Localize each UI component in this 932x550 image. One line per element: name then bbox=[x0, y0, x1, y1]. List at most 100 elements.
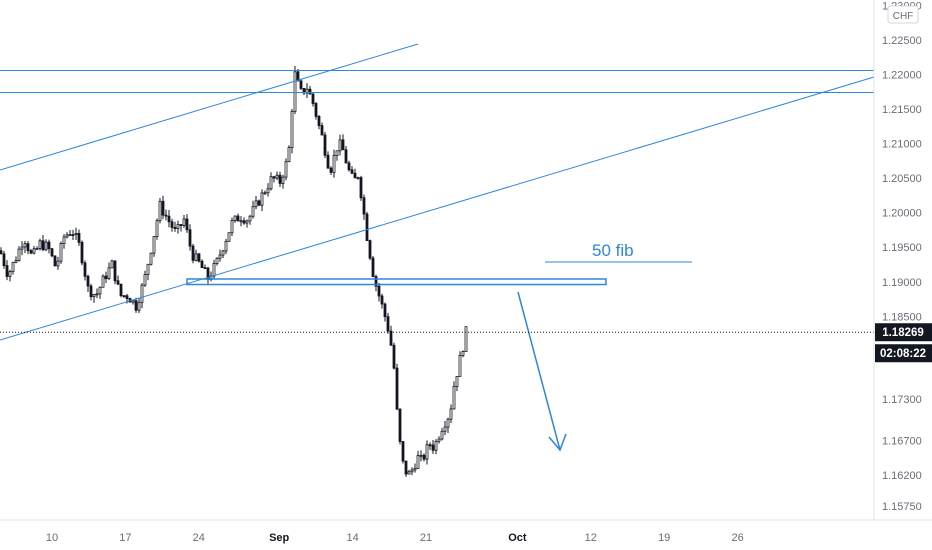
candle-body bbox=[200, 260, 204, 269]
candle-body bbox=[425, 444, 429, 460]
candle-body bbox=[386, 316, 390, 332]
candle-body bbox=[44, 241, 48, 251]
candle-body bbox=[419, 454, 423, 457]
candle-body bbox=[365, 213, 369, 241]
candle-body bbox=[146, 263, 150, 276]
price-tick-label: 1.21500 bbox=[882, 104, 922, 116]
candle-body bbox=[155, 220, 159, 237]
candle-body bbox=[239, 220, 243, 223]
candle-body bbox=[107, 267, 111, 280]
candle-body bbox=[80, 241, 84, 264]
candle-body bbox=[257, 200, 261, 206]
candle-body bbox=[401, 441, 405, 462]
candle-body bbox=[116, 280, 120, 285]
candle-body bbox=[215, 257, 219, 264]
candle-body bbox=[272, 176, 276, 179]
candle-body bbox=[218, 254, 222, 259]
price-tick-label: 1.21000 bbox=[882, 139, 922, 151]
candle-body bbox=[404, 460, 408, 475]
candle-body bbox=[317, 116, 321, 127]
candle-body bbox=[371, 257, 375, 277]
fib-zone-rectangle[interactable] bbox=[186, 278, 607, 286]
candle-body bbox=[161, 200, 165, 216]
candle-body bbox=[23, 243, 27, 248]
candle-body bbox=[8, 271, 12, 277]
candle-body bbox=[377, 285, 381, 297]
candle-body bbox=[59, 243, 63, 262]
candle-body bbox=[5, 265, 9, 277]
candle-body bbox=[17, 248, 21, 261]
candle-body bbox=[194, 253, 198, 261]
candle-body bbox=[167, 215, 171, 223]
candle-body bbox=[101, 275, 105, 288]
candle-body bbox=[32, 248, 36, 254]
candle-body bbox=[374, 276, 378, 287]
candle-body bbox=[227, 232, 231, 242]
candle-body bbox=[50, 248, 54, 257]
candle-body bbox=[281, 176, 285, 184]
price-tick-label: 1.18500 bbox=[882, 311, 922, 323]
candle-body bbox=[140, 284, 144, 303]
candle-body bbox=[410, 469, 414, 473]
candle-body bbox=[185, 218, 189, 231]
candle-body bbox=[89, 285, 93, 298]
candle-body bbox=[41, 240, 45, 251]
price-axis[interactable]: 1.230001.225001.220001.215001.210001.205… bbox=[873, 0, 922, 520]
lower-channel-trendline[interactable] bbox=[0, 76, 875, 341]
candle-body bbox=[248, 215, 252, 222]
candle-body bbox=[212, 263, 216, 277]
candle-body bbox=[311, 93, 315, 104]
candle-body bbox=[35, 248, 39, 250]
candle-body bbox=[422, 454, 426, 460]
candle-body bbox=[182, 218, 186, 226]
candle-body bbox=[179, 224, 183, 226]
upper-channel-trendline[interactable] bbox=[0, 43, 419, 171]
candle-body bbox=[164, 214, 168, 217]
candle-body bbox=[458, 354, 462, 377]
candle-body bbox=[344, 149, 348, 164]
candle-body bbox=[332, 155, 336, 173]
time-axis[interactable]: 10 17 24 Sep 14 21 Oct 12 19 26 bbox=[0, 519, 932, 544]
candle-body bbox=[368, 240, 372, 259]
candle-body bbox=[203, 267, 207, 270]
bar-countdown: 02:08:22 bbox=[880, 348, 926, 360]
candle-body bbox=[323, 134, 327, 156]
candle-body bbox=[263, 192, 267, 195]
candle-body bbox=[0, 250, 3, 255]
candle-body bbox=[26, 243, 30, 252]
candle-body bbox=[398, 408, 402, 442]
candle-body bbox=[362, 197, 366, 215]
candle-body bbox=[380, 295, 384, 305]
price-tick-label: 1.22000 bbox=[882, 70, 922, 82]
projection-arrow[interactable] bbox=[517, 291, 567, 452]
candle-body bbox=[395, 367, 399, 410]
current-price-tag: 1.18269 02:08:22 bbox=[875, 323, 932, 363]
candle-body bbox=[350, 169, 354, 174]
candle-body bbox=[464, 326, 468, 352]
candle-body bbox=[197, 253, 201, 262]
candle-body bbox=[335, 150, 339, 156]
time-tick-label: 24 bbox=[193, 532, 205, 544]
time-tick-label: Oct bbox=[508, 532, 527, 544]
candle-body bbox=[389, 330, 393, 346]
candle-body bbox=[152, 236, 156, 254]
time-tick-label: 10 bbox=[46, 532, 58, 544]
price-tick-label: 1.16700 bbox=[882, 436, 922, 448]
candle-body bbox=[170, 221, 174, 228]
time-tick-label: 26 bbox=[731, 532, 743, 544]
candle-body bbox=[221, 250, 225, 256]
candle-body bbox=[428, 444, 432, 447]
candle-body bbox=[29, 250, 33, 254]
candle-body bbox=[131, 300, 135, 303]
candle-body bbox=[104, 275, 108, 280]
candle-body bbox=[443, 426, 447, 432]
candle-body bbox=[233, 215, 237, 221]
candle-body bbox=[125, 295, 129, 299]
time-tick-label: 21 bbox=[420, 532, 432, 544]
candle-body bbox=[356, 177, 360, 179]
candle-body bbox=[287, 147, 291, 163]
candle-body bbox=[74, 233, 78, 236]
candle-body bbox=[188, 229, 192, 247]
candle-body bbox=[320, 125, 324, 136]
